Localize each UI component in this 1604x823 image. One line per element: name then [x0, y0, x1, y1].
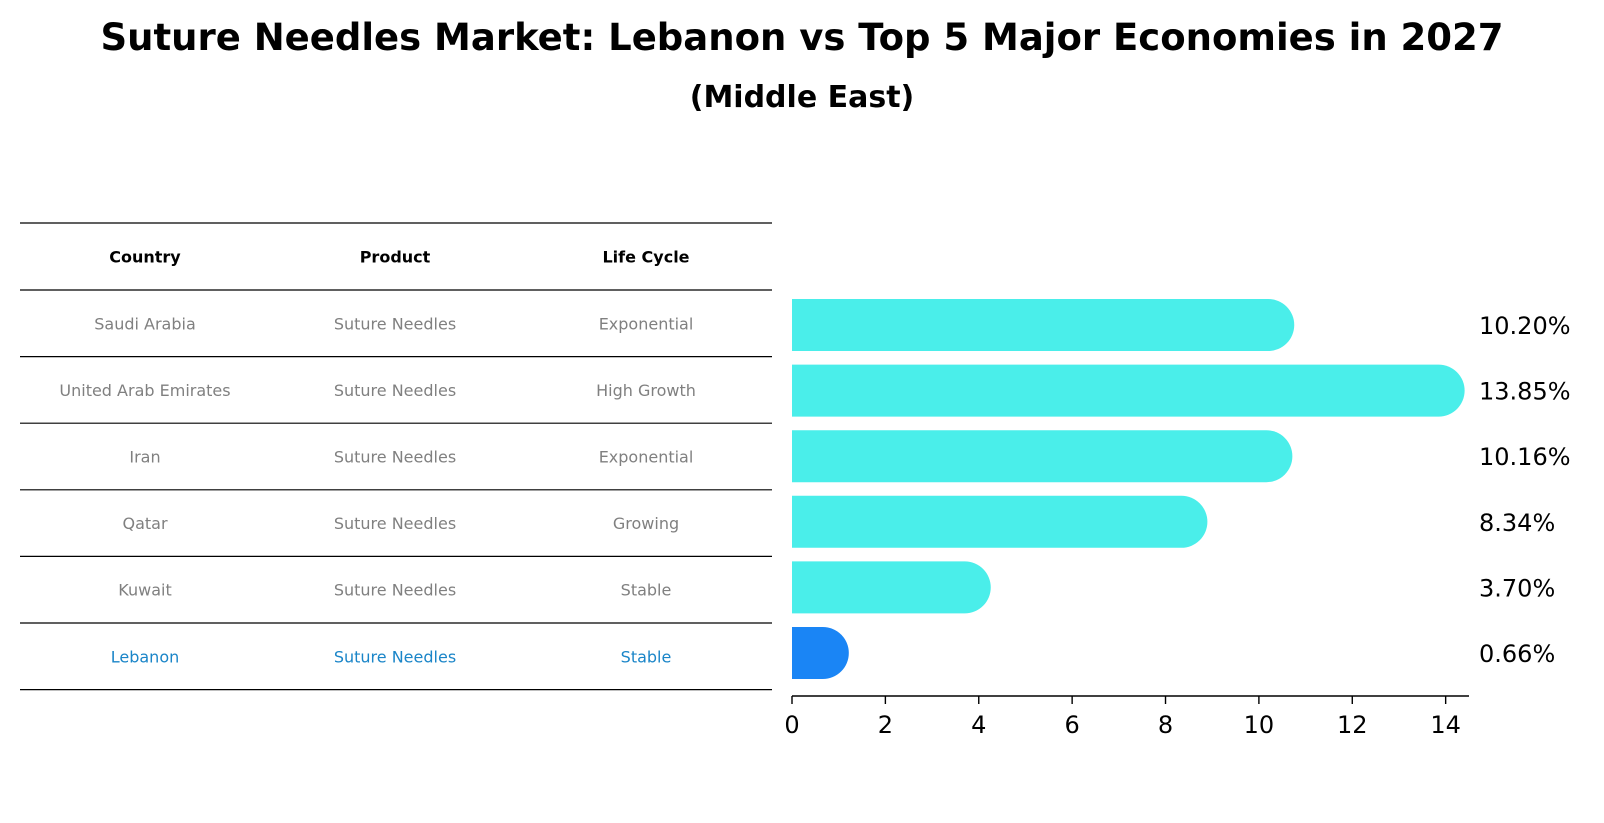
x-tick-label: 14	[1430, 711, 1461, 739]
table-cell-country: Kuwait	[118, 581, 171, 600]
x-tick-label: 4	[971, 711, 986, 739]
table-header-product: Product	[360, 248, 431, 267]
table-cell-product: Suture Needles	[334, 514, 456, 533]
table-cell-country: Iran	[129, 448, 160, 467]
bar-chart: 10.20% 13.85% 10.16% 8.34% 3.70% 0.66% 0 2 4 6 8 10…	[784, 299, 1571, 739]
data-label: 10.16%	[1479, 443, 1571, 471]
bar-qatar	[792, 495, 1208, 548]
table-cell-product: Suture Needles	[334, 381, 456, 400]
x-tick-label: 12	[1337, 711, 1368, 739]
x-tick-label: 8	[1158, 711, 1173, 739]
x-tick-label: 10	[1244, 711, 1275, 739]
bar-saudi-arabia	[792, 299, 1295, 351]
table-cell-country: Saudi Arabia	[94, 314, 196, 333]
table-cell-country: United Arab Emirates	[59, 381, 230, 400]
table-cell-life-cycle: Stable	[621, 647, 672, 666]
data-label: 0.66%	[1479, 640, 1555, 668]
table-cell-life-cycle: High Growth	[596, 381, 696, 400]
market-table: Country Product Life Cycle Saudi Arabia Sutu…	[20, 222, 772, 691]
table-cell-product: Suture Needles	[334, 314, 456, 333]
table-cell-product: Suture Needles	[334, 448, 456, 467]
table-cell-life-cycle: Exponential	[599, 448, 694, 467]
bar-united-arab-emirates	[792, 364, 1465, 417]
data-label: 10.20%	[1479, 312, 1571, 340]
table-cell-country: Qatar	[122, 514, 167, 533]
data-label: 3.70%	[1479, 574, 1555, 602]
bar-kuwait	[792, 561, 991, 614]
x-tick-label: 0	[784, 711, 799, 739]
table-cell-product: Suture Needles	[334, 647, 456, 666]
data-label: 13.85%	[1479, 378, 1571, 406]
table-cell-product: Suture Needles	[334, 581, 456, 600]
table-cell-country: Lebanon	[111, 647, 180, 666]
chart-title: Suture Needles Market: Lebanon vs Top 5 …	[100, 16, 1504, 59]
table-header-life-cycle: Life Cycle	[602, 248, 689, 267]
data-label: 8.34%	[1479, 509, 1555, 537]
x-tick-label: 6	[1064, 711, 1079, 739]
bar-iran	[792, 430, 1293, 483]
table-cell-life-cycle: Stable	[621, 581, 672, 600]
bar-lebanon	[792, 627, 849, 679]
table-header-country: Country	[109, 248, 181, 267]
x-tick-label: 2	[878, 711, 893, 739]
table-cell-life-cycle: Growing	[613, 514, 679, 533]
chart-subtitle: (Middle East)	[689, 80, 915, 115]
table-cell-life-cycle: Exponential	[599, 314, 694, 333]
